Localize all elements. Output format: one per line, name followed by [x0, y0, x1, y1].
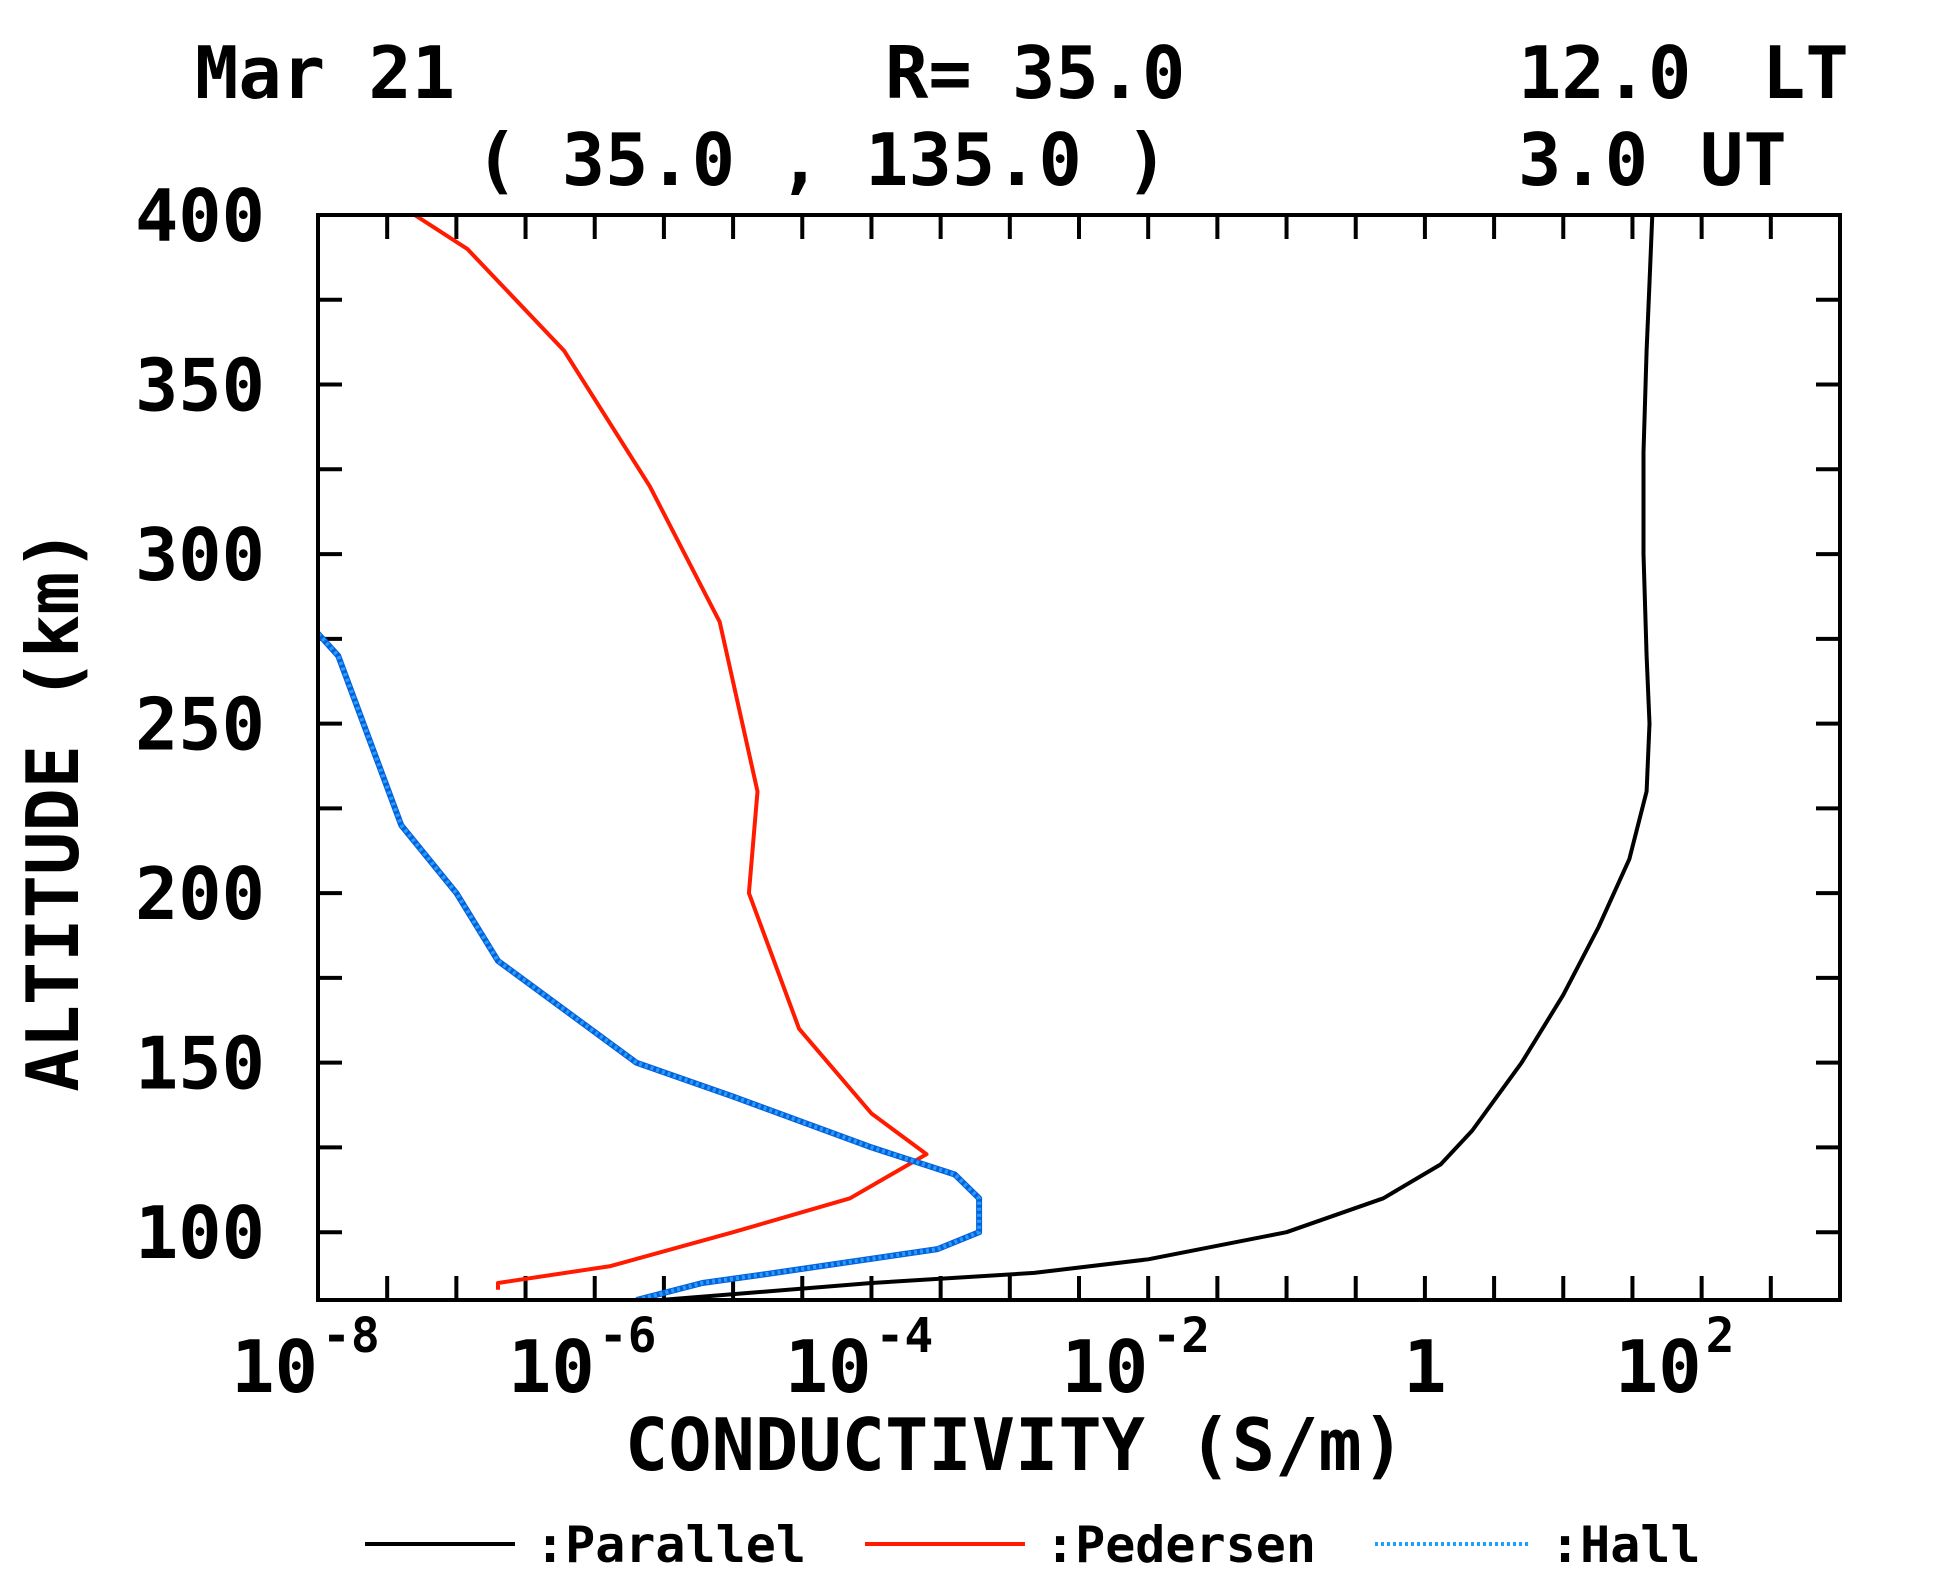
y-tick-labels: 100 150 200 250 300 350 400 [135, 174, 265, 1275]
header-date: Mar 21 [195, 31, 455, 115]
y-tick-label: 300 [135, 513, 265, 597]
series-line-hall [318, 630, 982, 1300]
x-tick-label-base: 10 [508, 1325, 595, 1409]
header-ut-value: 3.0 [1518, 118, 1648, 202]
series-line-parallel [660, 215, 1655, 1300]
legend: :Parallel :Pedersen :Hall [365, 1516, 1701, 1569]
x-tick-label-exponent: -4 [875, 1308, 933, 1364]
series-line-hall-underlay [318, 629, 983, 1300]
header-coords: ( 35.0 , 135.0 ) [475, 118, 1169, 202]
chart-header: Mar 21 R= 35.0 12.0 LT ( 35.0 , 135.0 ) … [195, 31, 1849, 202]
y-tick-label: 150 [135, 1022, 265, 1106]
x-axis-label: CONDUCTIVITY (S/m) [625, 1403, 1405, 1487]
legend-label: :Hall [1550, 1516, 1701, 1569]
header-lt-value: 12.0 [1518, 31, 1691, 115]
tick-marks [316, 213, 1842, 1300]
x-tick-label-exponent: 2 [1706, 1308, 1735, 1364]
y-tick-label: 200 [135, 852, 265, 936]
series-layer [318, 215, 1655, 1300]
x-tick-label-base: 10 [1615, 1325, 1702, 1409]
plot-frame [316, 213, 1842, 1302]
y-tick-label: 100 [135, 1191, 265, 1275]
y-axis-label: ALTITUDE (km) [11, 528, 95, 1092]
header-r-value: 35.0 [1012, 31, 1185, 115]
x-tick-labels: 10 -8 10 -6 10 -4 10 -2 1 10 2 [231, 1308, 1734, 1409]
x-tick-label-exponent: -2 [1152, 1308, 1210, 1364]
legend-label: :Pedersen [1045, 1516, 1316, 1569]
x-tick-label: 1 [1403, 1325, 1446, 1409]
y-tick-label: 400 [135, 174, 265, 258]
x-tick-label-base: 10 [231, 1325, 318, 1409]
header-lt-unit: LT [1762, 31, 1849, 115]
header-r-label: R= [885, 31, 972, 115]
x-tick-label-base: 10 [785, 1325, 872, 1409]
x-tick-label-exponent: -6 [599, 1308, 657, 1364]
legend-label: :Parallel [535, 1516, 806, 1569]
x-tick-label-exponent: -8 [322, 1308, 380, 1364]
x-tick-label-base: 10 [1061, 1325, 1148, 1409]
series-line-pedersen [413, 215, 929, 1290]
header-ut-unit: UT [1700, 118, 1787, 202]
y-tick-label: 250 [135, 683, 265, 767]
y-tick-label: 350 [135, 344, 265, 428]
